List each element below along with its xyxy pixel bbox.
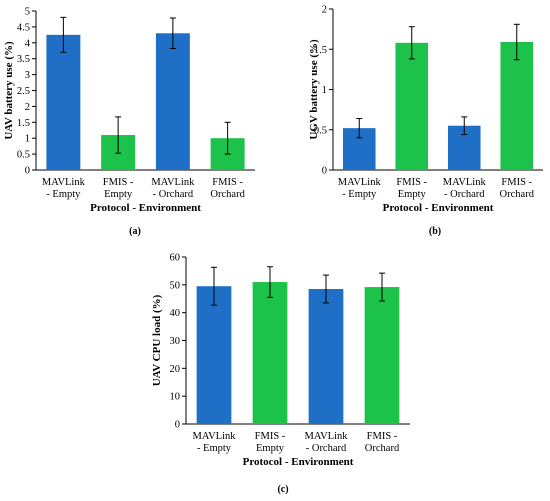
b-bar: [500, 42, 534, 170]
a-ytick-label: 1: [25, 134, 30, 145]
b-y-axis-title: UGV battery use (%): [308, 39, 320, 140]
c-bar: [252, 282, 288, 424]
c-y-axis-title: UAV CPU load (%): [151, 294, 163, 386]
b-category-label: - Orchard: [444, 189, 485, 200]
c-bar: [364, 287, 400, 424]
c-ytick-label: 50: [170, 280, 181, 291]
b-ytick-label: 1.5: [314, 45, 327, 56]
c-category-label: Orchard: [365, 443, 400, 454]
chart-panel-a: 0 0.5 1 1.5 2 2.5 3 3.5 4 4.5 5 MAVLink - Empty FMIS …: [0, 0, 275, 240]
b-category-label: FMIS -: [501, 177, 532, 188]
c-ytick-label: 40: [170, 308, 181, 319]
panel-a-caption: (a): [129, 226, 141, 237]
c-ytick-label: 20: [170, 364, 181, 375]
b-category-label: Empty: [398, 189, 427, 200]
a-ytick-label: 0: [25, 166, 30, 177]
b-category-label: MAVLink: [443, 177, 487, 188]
a-category-label: MAVLink: [42, 177, 86, 188]
c-x-axis-title: Protocol - Environment: [243, 456, 354, 468]
c-ytick-label: 30: [170, 336, 181, 347]
b-bar: [395, 42, 429, 171]
c-bar: [308, 289, 344, 424]
b-category-label: FMIS -: [396, 177, 427, 188]
c-category-label: MAVLink: [193, 431, 237, 442]
c-category-label: MAVLink: [305, 431, 349, 442]
a-ytick-label: 1.5: [17, 118, 30, 129]
a-ytick-label: 4.5: [17, 22, 30, 33]
b-ytick-label: 1: [322, 85, 327, 96]
a-category-label: - Empty: [46, 189, 81, 200]
b-x-axis-title: Protocol - Environment: [383, 202, 494, 214]
panel-b-caption: (b): [428, 226, 442, 237]
a-bar: [155, 33, 190, 171]
b-category-label: Orchard: [500, 189, 535, 200]
a-category-label: Orchard: [210, 189, 245, 200]
c-ytick-label: 0: [175, 420, 180, 431]
c-category-label: Empty: [256, 443, 285, 454]
a-category-label: - Orchard: [153, 189, 194, 200]
a-ytick-label: 5: [25, 7, 30, 18]
b-category-label: - Empty: [342, 189, 377, 200]
a-y-axis-title: UAV battery use (%): [3, 41, 15, 140]
c-ytick-label: 10: [170, 392, 181, 403]
a-category-label: FMIS -: [103, 177, 134, 188]
a-x-axis-title: Protocol - Environment: [90, 202, 201, 214]
b-ytick-label: 2: [322, 5, 327, 16]
a-ytick-label: 2: [25, 102, 30, 113]
a-ytick-label: 0.5: [17, 150, 30, 161]
a-category-label: Empty: [104, 189, 133, 200]
c-bar: [196, 286, 232, 424]
c-category-label: FMIS -: [367, 431, 398, 442]
c-ytick-label: 60: [170, 253, 181, 264]
a-bar: [46, 34, 81, 170]
a-category-label: FMIS -: [212, 177, 243, 188]
a-ytick-label: 2.5: [17, 86, 30, 97]
chart-panel-b: 0 0.5 1 1.5 2 MAVLink - Empty FMIS - Empty MAVLin…: [275, 0, 550, 240]
c-category-label: FMIS -: [255, 431, 286, 442]
a-ytick-label: 4: [25, 38, 31, 49]
a-category-label: MAVLink: [151, 177, 195, 188]
a-ytick-label: 3.5: [17, 54, 30, 65]
c-category-label: - Orchard: [306, 443, 347, 454]
b-ytick-label: 0.5: [314, 125, 327, 136]
a-ytick-label: 3: [25, 70, 30, 81]
chart-panel-c: 0 10 20 30 40 50 60 MAVLink - Empty FMIS - Empty MA…: [138, 248, 428, 478]
b-category-label: MAVLink: [338, 177, 382, 188]
c-category-label: - Empty: [197, 443, 232, 454]
b-ytick-label: 0: [322, 166, 327, 177]
panel-c-caption: (c): [277, 484, 289, 495]
